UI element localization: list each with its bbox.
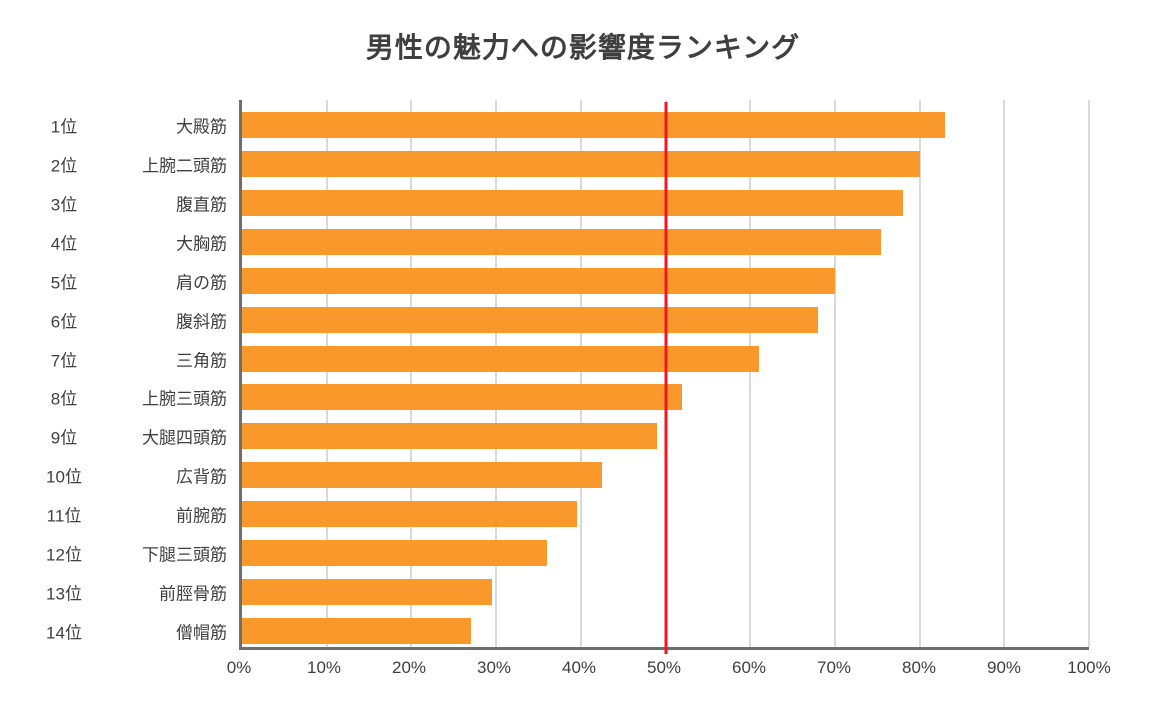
muscle-label: 上腕二頭筋 [142, 156, 227, 176]
plot-area [239, 100, 1090, 654]
rank-label: 13位 [46, 584, 82, 604]
x-tick-label-50: 50% [646, 658, 682, 677]
gridline-60 [749, 100, 752, 647]
rank-label: 10位 [46, 467, 82, 487]
gridline-10 [325, 100, 328, 647]
category-row: 8位 上腕三頭筋 [0, 378, 239, 417]
bar-上腕三頭筋 [242, 384, 683, 411]
x-axis-tick-labels: 0% 10% 20% 30% 40% 50% 60% 70% 80% 90% 100% [227, 658, 1111, 682]
gridline-70 [833, 100, 836, 647]
muscle-label: 大殿筋 [176, 117, 227, 137]
muscle-label: 僧帽筋 [176, 623, 227, 643]
bar-三角筋 [242, 345, 759, 372]
x-tick-label-100: 100% [1067, 658, 1111, 677]
category-labels: 1位 大殿筋 2位 上腕二頭筋 3位 腹直筋 4位 大胸筋 5位 肩の筋 6位 腹斜筋 7位… [0, 106, 239, 650]
rank-label: 9位 [50, 428, 78, 448]
bar-腹斜筋 [242, 306, 818, 333]
category-row: 7位 三角筋 [0, 339, 239, 378]
category-row: 11位 前腕筋 [0, 495, 239, 534]
category-row: 5位 肩の筋 [0, 261, 239, 300]
chart-title: 男性の魅力への影響度ランキング [365, 32, 801, 63]
x-tick-label-10: 10% [306, 658, 342, 677]
bar-腹直筋 [242, 190, 903, 217]
muscle-label: 腹直筋 [176, 195, 227, 215]
rank-label: 3位 [50, 195, 78, 215]
x-tick-label-80: 80% [901, 658, 937, 677]
category-row: 3位 腹直筋 [0, 184, 239, 223]
x-tick-label-30: 30% [476, 658, 512, 677]
category-row: 6位 腹斜筋 [0, 300, 239, 339]
muscle-label: 腹斜筋 [176, 312, 227, 332]
x-tick-label-20: 20% [391, 658, 427, 677]
bar-大胸筋 [242, 229, 882, 255]
gridline-100 [1088, 100, 1090, 647]
muscle-label: 肩の筋 [176, 273, 227, 293]
rank-label: 1位 [50, 117, 78, 137]
muscle-label: 大腿四頭筋 [142, 428, 227, 448]
muscle-label: 大胸筋 [176, 234, 227, 254]
muscle-label: 前脛骨筋 [159, 584, 227, 604]
muscle-label: 下腿三頭筋 [142, 545, 227, 565]
gridline-30 [495, 100, 498, 647]
category-row: 4位 大胸筋 [0, 223, 239, 262]
rank-label: 14位 [46, 623, 82, 643]
rank-label: 4位 [50, 234, 78, 254]
bar-下腿三頭筋 [242, 539, 547, 566]
x-tick-label-90: 90% [986, 658, 1022, 677]
category-row: 2位 上腕二頭筋 [0, 145, 239, 184]
muscle-label: 三角筋 [176, 351, 227, 371]
rank-label: 6位 [50, 312, 78, 332]
rank-label: 5位 [50, 273, 78, 293]
bar-上腕二頭筋 [242, 151, 920, 178]
rank-label: 2位 [50, 156, 78, 176]
muscle-label: 前腕筋 [176, 506, 227, 526]
reference-line-50pct [664, 102, 667, 654]
bar-肩の筋 [242, 267, 835, 294]
category-row: 12位 下腿三頭筋 [0, 533, 239, 572]
bar-僧帽筋 [242, 617, 471, 644]
gridline-80 [918, 100, 921, 647]
bar-大殿筋 [242, 112, 945, 139]
x-tick-label-40: 40% [561, 658, 597, 677]
x-tick-label-60: 60% [731, 658, 767, 677]
rank-label: 11位 [46, 506, 82, 526]
bar-前腕筋 [242, 501, 577, 527]
bar-前脛骨筋 [242, 578, 492, 605]
category-row: 10位 広背筋 [0, 456, 239, 495]
bars-container [242, 106, 1089, 650]
category-row: 13位 前脛骨筋 [0, 572, 239, 611]
gridline-20 [410, 100, 413, 647]
bar-広背筋 [242, 462, 602, 489]
category-row: 9位 大腿四頭筋 [0, 417, 239, 456]
rank-label: 12位 [46, 545, 82, 565]
x-tick-label-70: 70% [816, 658, 852, 677]
rank-label: 8位 [50, 389, 78, 409]
rank-label: 7位 [50, 351, 78, 371]
category-row: 14位 僧帽筋 [0, 611, 239, 650]
muscle-label: 上腕三頭筋 [142, 389, 227, 409]
bar-大腿四頭筋 [242, 423, 658, 450]
gridline-90 [1003, 100, 1006, 647]
x-tick-label-0: 0% [226, 658, 252, 677]
category-row: 1位 大殿筋 [0, 106, 239, 145]
gridline-40 [579, 100, 582, 647]
muscle-label: 広背筋 [176, 467, 227, 487]
